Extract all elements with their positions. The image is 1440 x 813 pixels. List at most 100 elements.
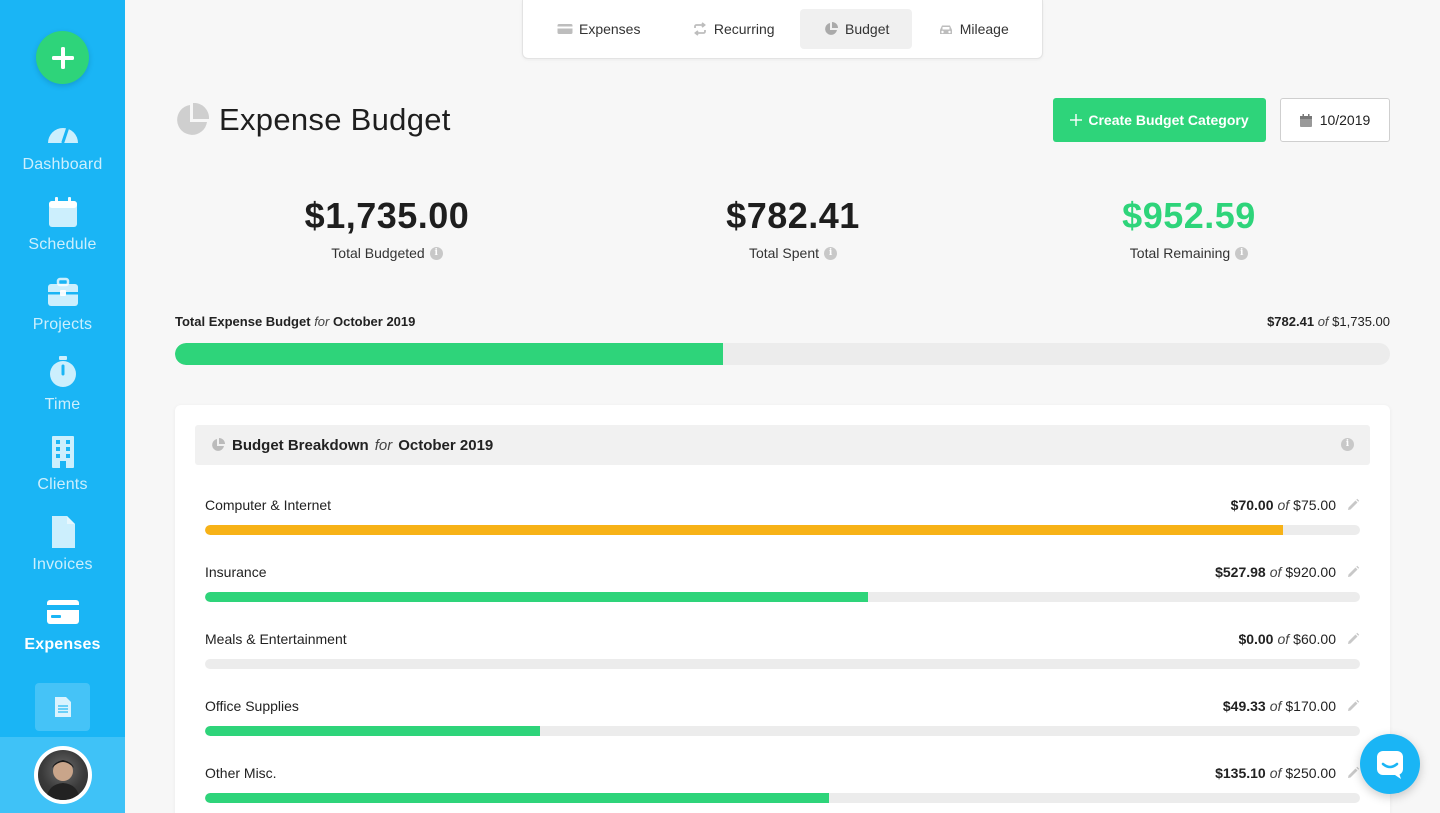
of-word: of [1317, 314, 1329, 329]
budget-category-progress-fill [205, 592, 868, 602]
sidebar-item-label: Expenses [24, 636, 101, 653]
avatar-photo [37, 750, 88, 800]
stat-label: Total Spent i [633, 245, 953, 261]
page-header: Expense Budget [175, 102, 451, 138]
info-icon[interactable]: i [1341, 438, 1354, 451]
stat-total-remaining: $952.59 Total Remaining i [1029, 195, 1349, 261]
tab-label: Budget [845, 21, 890, 37]
budget-category-row: Computer & Internet $70.00 of $75.00 [205, 495, 1360, 535]
total-budget-period: October 2019 [332, 314, 416, 329]
budget-category-header: Computer & Internet $70.00 of $75.00 [205, 495, 1360, 515]
sidebar-item-label: Projects [32, 316, 93, 333]
budget-category-progress [205, 592, 1360, 602]
credit-card-icon [45, 594, 81, 630]
create-budget-category-button[interactable]: Create Budget Category [1053, 98, 1266, 142]
month-picker-value: 10/2019 [1319, 112, 1371, 128]
user-profile[interactable] [0, 737, 125, 813]
breakdown-title: Budget Breakdown [232, 436, 369, 454]
sidebar-item-label: Schedule [28, 236, 97, 253]
budget-breakdown-header: Budget Breakdown for October 2019 i [195, 425, 1370, 465]
of-word: of [1269, 765, 1282, 781]
of-word: of [1269, 564, 1282, 580]
budget-category-amount: $49.33 of $170.00 [1223, 698, 1360, 714]
edit-pencil-icon[interactable] [1346, 565, 1360, 579]
category-budget: $60.00 [1293, 631, 1336, 647]
month-picker[interactable]: 10/2019 [1280, 98, 1390, 142]
car-icon [939, 25, 952, 34]
tab-label: Mileage [959, 21, 1009, 37]
budget-category-row: Insurance $527.98 of $920.00 [205, 562, 1360, 602]
edit-pencil-icon[interactable] [1346, 699, 1360, 713]
for-word: for [314, 314, 330, 329]
budget-category-row: Office Supplies $49.33 of $170.00 [205, 696, 1360, 736]
edit-pencil-icon[interactable] [1346, 498, 1360, 512]
plus-icon [51, 46, 74, 69]
stat-value: $1,735.00 [304, 195, 470, 236]
stat-label: Total Remaining i [1029, 245, 1349, 261]
info-icon[interactable]: i [429, 246, 443, 260]
budget-category-amount: $70.00 of $75.00 [1231, 497, 1360, 513]
category-spent: $70.00 [1230, 497, 1274, 513]
budget-category-progress-fill [205, 726, 540, 736]
category-budget: $75.00 [1293, 497, 1336, 513]
category-spent: $527.98 [1215, 564, 1266, 580]
sidebar-item-schedule[interactable]: Schedule [0, 194, 125, 274]
tab-label: Expenses [578, 21, 641, 37]
budget-category-name: Computer & Internet [205, 497, 332, 513]
chat-support-button[interactable] [1360, 734, 1420, 794]
budget-category-header: Office Supplies $49.33 of $170.00 [205, 696, 1360, 716]
tab-mileage[interactable]: Mileage [912, 9, 1034, 49]
dashboard-gauge-icon [45, 114, 81, 150]
avatar[interactable] [33, 746, 92, 804]
info-icon[interactable]: i [824, 246, 838, 260]
total-budget-amount: $782.41 of $1,735.00 [1267, 314, 1390, 329]
total-budget-progress-fill [175, 343, 723, 365]
pie-chart-icon [212, 438, 225, 451]
edit-pencil-icon[interactable] [1346, 766, 1360, 780]
stat-label-text: Total Budgeted [331, 245, 425, 261]
sidebar-item-projects[interactable]: Projects [0, 274, 125, 354]
budget-category-amount: $0.00 of $60.00 [1238, 631, 1360, 647]
tab-label: Recurring [713, 21, 775, 37]
sidebar-item-time[interactable]: Time [0, 354, 125, 434]
budget-category-progress-fill [205, 793, 829, 803]
tab-recurring[interactable]: Recurring [666, 9, 799, 49]
sidebar: Dashboard Schedule Projects Time Clients… [0, 0, 125, 813]
sidebar-item-invoices[interactable]: Invoices [0, 514, 125, 594]
edit-pencil-icon[interactable] [1346, 632, 1360, 646]
sidebar-item-clients[interactable]: Clients [0, 434, 125, 514]
pie-chart-icon [177, 103, 209, 135]
sidebar-item-label: Time [44, 396, 81, 413]
document-icon [45, 514, 81, 550]
sidebar-item-label: Clients [37, 476, 88, 493]
category-budget: $250.00 [1285, 765, 1336, 781]
category-spent: $135.10 [1215, 765, 1266, 781]
stat-label-text: Total Remaining [1129, 245, 1231, 261]
total-budget-label: Total Expense Budget [175, 314, 311, 329]
budget-category-amount: $135.10 of $250.00 [1215, 765, 1360, 781]
of-word: of [1269, 698, 1282, 714]
category-spent: $49.33 [1222, 698, 1266, 714]
calendar-icon [45, 194, 81, 230]
info-icon[interactable]: i [1235, 246, 1249, 260]
pie-chart-icon [825, 22, 839, 35]
notes-icon [54, 697, 71, 717]
add-new-button[interactable] [36, 31, 89, 84]
building-icon [45, 434, 81, 470]
tab-expenses[interactable]: Expenses [531, 9, 666, 49]
budget-category-name: Insurance [205, 564, 267, 580]
total-budget-title: Total Expense Budget for October 2019 [175, 314, 415, 329]
sidebar-item-dashboard[interactable]: Dashboard [0, 114, 125, 194]
notes-button[interactable] [35, 683, 90, 731]
total-spent-amount: $782.41 [1267, 314, 1315, 329]
sidebar-item-expenses[interactable]: Expenses [0, 594, 125, 674]
total-budget-header: Total Expense Budget for October 2019 $7… [175, 314, 1390, 329]
budget-category-progress-fill [205, 525, 1283, 535]
budget-category-progress [205, 793, 1360, 803]
category-spent: $0.00 [1238, 631, 1274, 647]
repeat-icon [693, 22, 706, 36]
tab-budget[interactable]: Budget [799, 9, 913, 49]
budget-category-header: Insurance $527.98 of $920.00 [205, 562, 1360, 582]
for-word: for [374, 436, 393, 454]
page-title: Expense Budget [219, 102, 451, 137]
